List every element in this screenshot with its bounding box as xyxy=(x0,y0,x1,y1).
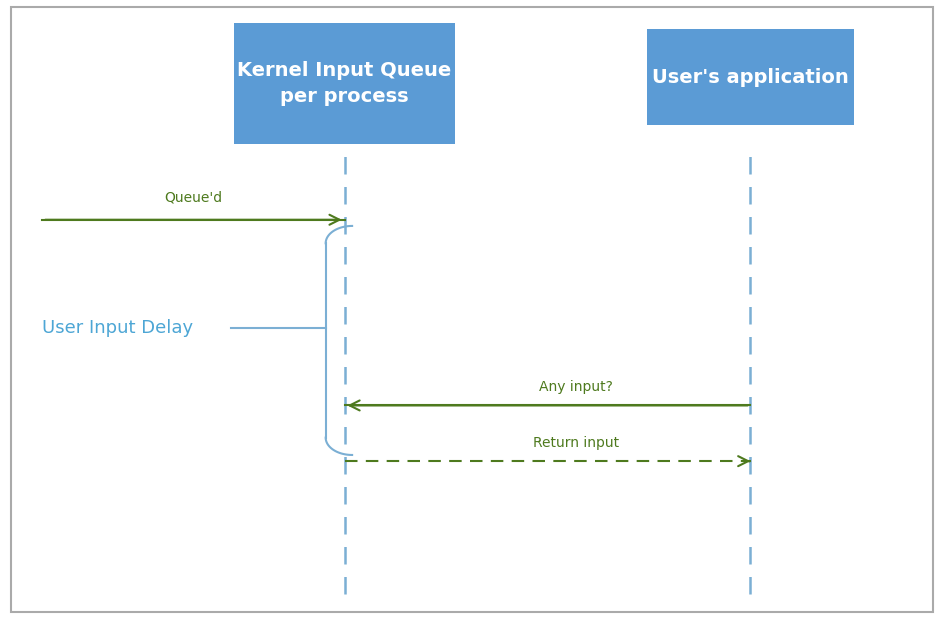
Text: User's application: User's application xyxy=(652,68,849,87)
FancyBboxPatch shape xyxy=(234,24,455,144)
Text: Return input: Return input xyxy=(532,436,619,450)
Text: Queue'd: Queue'd xyxy=(164,190,223,204)
Text: User Input Delay: User Input Delay xyxy=(42,319,194,337)
FancyBboxPatch shape xyxy=(647,30,854,126)
Text: Any input?: Any input? xyxy=(539,380,613,394)
Text: Kernel Input Queue
per process: Kernel Input Queue per process xyxy=(238,61,451,106)
